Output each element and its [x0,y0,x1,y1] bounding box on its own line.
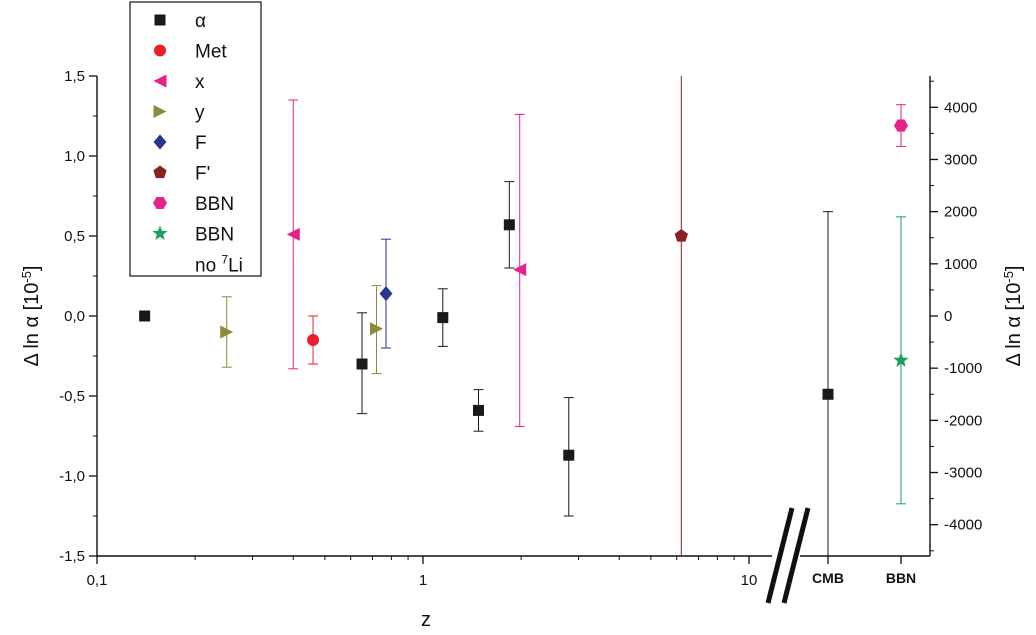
data-point [379,238,393,349]
triangle-right-marker [220,325,234,339]
legend-label: y [195,103,205,124]
square-marker [563,449,575,461]
data-point [893,216,909,505]
data-point [513,113,527,427]
legend-label: BBN [195,194,234,215]
left-tick-label: -0,5 [59,388,85,405]
right-tick-label: 3000 [944,151,977,168]
triangle-left-marker [513,263,527,277]
x-tick-label: 10 [741,572,758,589]
right-axis-title: Δ ln α [10-5] [1001,266,1025,367]
left-tick-label: 0,5 [64,228,85,245]
data-point [473,389,485,432]
right-tick-label: 1000 [944,256,977,273]
data-point [563,397,575,517]
legend-star-marker [152,225,168,240]
square-marker [437,312,449,324]
right-tick-label: -4000 [944,517,982,534]
x-category-label: CMB [812,570,844,586]
square-marker [356,358,368,370]
legend-label: α [195,11,206,32]
right-tick-label: -2000 [944,412,982,429]
legend-hexagon-marker [153,196,167,210]
legend-label: Met [195,42,227,63]
left-tick-label: 1,5 [64,68,85,85]
legend-triangle-right-marker [153,105,167,118]
data-point [437,288,449,347]
triangle-right-marker [369,322,383,336]
legend-square-marker [154,14,166,26]
hexagon-marker [894,119,908,132]
x-axis-title: z [421,609,431,631]
diamond-marker [379,286,393,302]
data-point [369,285,383,375]
star-marker [893,352,909,367]
data-point [307,315,320,365]
legend-entry: x [153,72,205,93]
legend-entry: BBN no 7Li [152,225,243,277]
triangle-left-marker [286,227,300,241]
pentagon-marker [674,229,688,242]
data-point [356,312,368,415]
left-tick-label: 0,0 [64,308,85,325]
x-category-label: BBN [886,570,916,586]
legend: α Met xyF F' BBN BBN no 7Li [129,1,262,277]
right-tick-label: -3000 [944,465,982,482]
legend-entry: y [153,103,205,124]
x-tick-label: 1 [419,572,427,589]
square-marker [822,388,834,400]
right-tick-label: -1000 [944,360,982,377]
legend-label: F' [195,164,210,185]
square-marker [139,310,151,322]
legend-pentagon-marker [153,165,167,179]
circle-marker [307,334,320,346]
data-point [674,76,688,556]
square-marker [503,219,515,231]
right-tick-label: 0 [944,308,952,325]
legend-label: BBN [195,225,234,246]
legend-box [129,1,262,277]
legend-label: x [195,72,205,93]
x-tick-label: 0,1 [87,572,108,589]
right-tick-label: 4000 [944,99,977,116]
axis-break-mark [765,507,795,604]
legend-label-line2: no 7Li [195,253,243,277]
right-tick-label: 2000 [944,204,977,221]
legend-entry: F [153,133,207,154]
legend-entry: F' [153,164,210,185]
legend-triangle-left-marker [153,74,167,88]
left-tick-label: -1,0 [59,468,85,485]
axis-break-mark [781,507,811,604]
data-point [139,310,151,322]
data-point [220,296,234,368]
legend-diamond-marker [153,134,167,150]
legend-entry: Met [154,42,227,63]
left-tick-label: 1,0 [64,148,85,165]
legend-entry: BBN [153,194,234,215]
square-marker [473,404,485,416]
data-point [822,211,834,556]
legend-label: F [195,133,207,154]
axes: 1,51,00,50,0-0,5-1,0-1,54000300020001000… [19,68,1025,631]
data-point [894,104,908,147]
legend-circle-marker [154,44,166,57]
data-points [139,76,909,556]
left-tick-label: -1,5 [59,548,85,565]
legend-entry: α [154,11,206,32]
left-axis-title: Δ ln α [10-5] [19,266,43,367]
data-point [286,99,300,370]
data-point [503,181,515,269]
